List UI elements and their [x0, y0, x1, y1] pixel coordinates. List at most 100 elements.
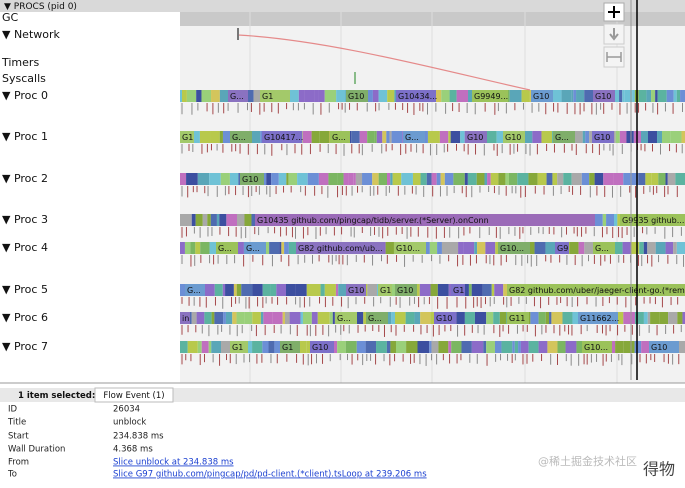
- goroutine-slice[interactable]: [472, 90, 508, 102]
- slice-stripe: [390, 173, 393, 185]
- goroutine-slice[interactable]: [555, 242, 569, 254]
- goroutine-slice[interactable]: [185, 284, 205, 296]
- slice-stripe: [219, 214, 227, 226]
- goroutine-slice[interactable]: [346, 284, 366, 296]
- detail-value: 234.838 ms: [113, 432, 164, 442]
- slice-stripe: [578, 242, 585, 254]
- goroutine-slice[interactable]: [260, 90, 290, 102]
- slice-stripe: [460, 131, 465, 143]
- slice-stripe: [655, 90, 658, 102]
- goroutine-slice[interactable]: [180, 131, 194, 143]
- goroutine-slice[interactable]: [395, 284, 417, 296]
- slice-stripe: [405, 312, 415, 324]
- slice-stripe: [214, 284, 223, 296]
- goroutine-slice[interactable]: [403, 131, 425, 143]
- slice-stripe: [643, 312, 648, 324]
- track-label: ▼ Proc 1: [2, 130, 48, 143]
- slice-label: G9: [557, 244, 568, 253]
- slice-stripe: [232, 312, 237, 324]
- slice-stripe: [282, 312, 286, 324]
- goroutine-slice[interactable]: [296, 242, 384, 254]
- slice-stripe: [673, 242, 677, 254]
- detail-link[interactable]: Slice G97 github.com/pingcap/pd/pd-clien…: [113, 470, 427, 480]
- goroutine-slice[interactable]: [465, 131, 487, 143]
- flow-tab-label[interactable]: Flow Event (1): [103, 391, 164, 401]
- slice-stripe: [528, 173, 538, 185]
- goroutine-slice[interactable]: [531, 90, 553, 102]
- slice-stripe: [209, 242, 217, 254]
- slice-stripe: [209, 173, 221, 185]
- goroutine-slice[interactable]: [553, 131, 575, 143]
- goroutine-slice[interactable]: [262, 131, 302, 143]
- flow-tab[interactable]: [94, 387, 174, 403]
- goroutine-slice[interactable]: [280, 341, 300, 353]
- goroutine-slice[interactable]: [228, 90, 248, 102]
- goroutine-slice[interactable]: [593, 242, 615, 254]
- slice-label: G10: [595, 92, 611, 101]
- goroutine-slice[interactable]: [180, 312, 190, 324]
- slice-stripe: [557, 173, 564, 185]
- slice-stripe: [613, 90, 620, 102]
- goroutine-slice[interactable]: [310, 341, 334, 353]
- slice-stripe: [417, 341, 430, 353]
- goroutine-slice[interactable]: [434, 312, 456, 324]
- slice-stripe: [337, 173, 344, 185]
- slice-stripe: [196, 312, 205, 324]
- goroutine-slice[interactable]: [593, 90, 615, 102]
- slice-stripe: [336, 90, 346, 102]
- track-label: ▼ Proc 3: [2, 213, 48, 226]
- goroutine-slice[interactable]: [335, 312, 357, 324]
- goroutine-slice[interactable]: [649, 341, 679, 353]
- slice-stripe: [655, 242, 666, 254]
- goroutine-slice[interactable]: [498, 242, 530, 254]
- slice-stripe: [550, 90, 562, 102]
- slice-stripe: [464, 284, 469, 296]
- detail-key: From: [8, 458, 29, 468]
- slice-stripe: [311, 312, 318, 324]
- goroutine-slice[interactable]: [451, 284, 465, 296]
- goroutine-slice[interactable]: [346, 90, 368, 102]
- goroutine-slice[interactable]: [378, 284, 392, 296]
- goroutine-slice[interactable]: [394, 242, 426, 254]
- slice-stripe: [252, 341, 263, 353]
- slice-stripe: [345, 341, 357, 353]
- goroutine-slice[interactable]: [503, 131, 525, 143]
- goroutine-slice[interactable]: [396, 90, 436, 102]
- slice-stripe: [252, 312, 261, 324]
- goroutine-slice[interactable]: [216, 242, 238, 254]
- slice-stripe: [584, 90, 594, 102]
- slice-label: G82 github.com/ub...: [298, 244, 383, 253]
- goroutine-slice[interactable]: [582, 341, 612, 353]
- slice-stripe: [537, 173, 547, 185]
- slice-stripe: [561, 90, 572, 102]
- slice-stripe: [534, 242, 546, 254]
- slice-stripe: [295, 284, 307, 296]
- goroutine-slice[interactable]: [592, 131, 614, 143]
- detail-link[interactable]: Slice unblock at 234.838 ms: [113, 458, 234, 468]
- goroutine-slice[interactable]: [244, 242, 266, 254]
- goroutine-slice[interactable]: [255, 214, 595, 226]
- goroutine-slice[interactable]: [330, 131, 350, 143]
- goroutine-slice[interactable]: [230, 341, 248, 353]
- slice-stripe: [430, 284, 438, 296]
- slice-label: G10: [242, 175, 258, 184]
- goroutine-slice[interactable]: [240, 173, 264, 185]
- corner-logo: 得物: [643, 460, 675, 479]
- slice-stripe: [643, 242, 648, 254]
- slice-label: G10...: [500, 244, 524, 253]
- slice-stripe: [630, 173, 639, 185]
- goroutine-slice[interactable]: [578, 312, 618, 324]
- goroutine-slice[interactable]: [230, 131, 252, 143]
- slice-stripe: [471, 341, 484, 353]
- slice-stripe: [223, 312, 226, 324]
- slice-label: G10: [436, 314, 452, 323]
- goroutine-slice[interactable]: [507, 312, 529, 324]
- slice-stripe: [572, 131, 583, 143]
- slice-stripe: [485, 242, 496, 254]
- slice-label: G10435 github.com/pingcap/tidb/server.(*…: [257, 216, 489, 225]
- slice-stripe: [285, 312, 290, 324]
- goroutine-slice[interactable]: [366, 312, 388, 324]
- goroutine-slice[interactable]: [507, 284, 685, 296]
- selection-count: 1 item selected:: [18, 391, 95, 401]
- slice-stripe: [659, 312, 669, 324]
